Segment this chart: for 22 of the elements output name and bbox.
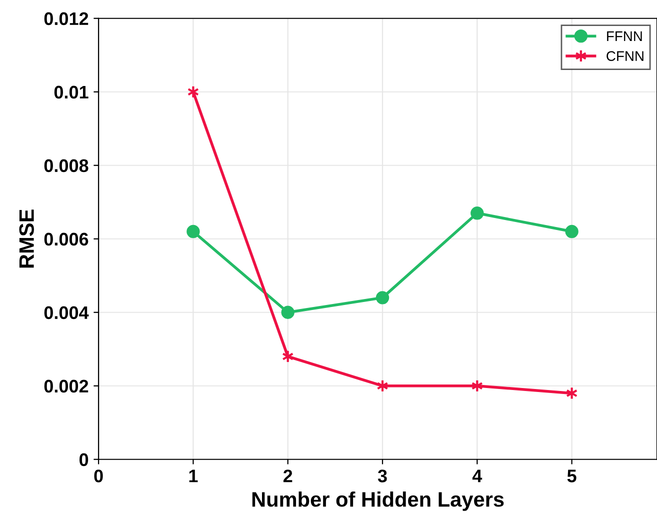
x-tick-label: 4 xyxy=(472,470,482,482)
y-tick-label: 0.006 xyxy=(44,232,88,246)
y-tick-label: 0.004 xyxy=(44,306,89,320)
y-tick-label: 0.008 xyxy=(44,159,88,172)
x-tick-label: 0 xyxy=(94,470,103,482)
legend-label: CFNN xyxy=(606,51,644,61)
point xyxy=(186,224,200,238)
point xyxy=(376,291,390,304)
y-tick-label: 0.012 xyxy=(44,12,88,26)
y-tick-label: 0 xyxy=(80,453,88,466)
x-tick-label: 5 xyxy=(567,470,576,482)
x-axis-title: Number of Hidden Layers xyxy=(252,491,504,511)
x-tick-label: 3 xyxy=(378,470,387,482)
point xyxy=(281,306,294,319)
y-axis-title: RMSE xyxy=(19,210,34,268)
x-tick-label: 1 xyxy=(189,470,198,482)
point xyxy=(470,206,484,220)
point xyxy=(565,224,578,238)
legend-label: FFNN xyxy=(607,31,642,41)
y-tick-label: 0.002 xyxy=(44,380,88,393)
y-tick-label: 0.01 xyxy=(54,86,88,99)
x-tick-label: 2 xyxy=(283,470,292,482)
